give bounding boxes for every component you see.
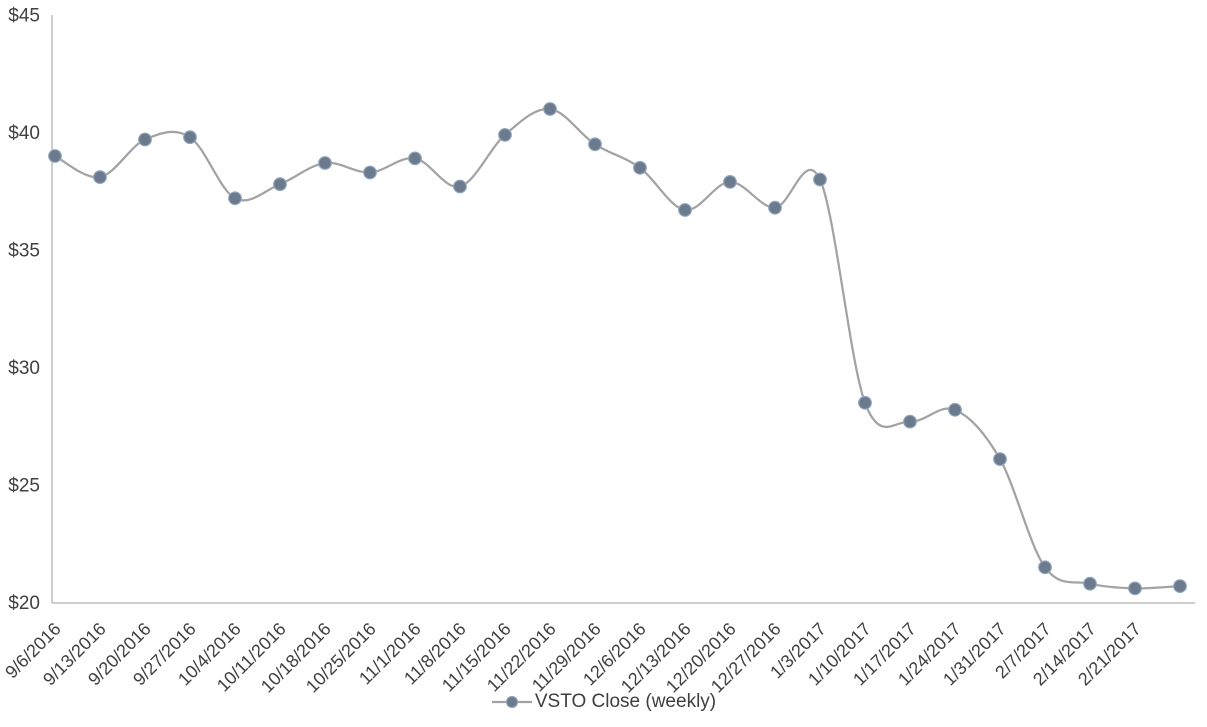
data-point-marker <box>723 174 737 189</box>
legend-line-marker-icon <box>491 695 532 709</box>
data-point-marker <box>318 156 332 170</box>
data-point-marker <box>363 165 377 180</box>
y-axis-tick-label: $35 <box>8 241 40 262</box>
data-point-marker <box>1173 579 1187 593</box>
series-line <box>53 107 1182 590</box>
data-point-marker <box>813 172 827 187</box>
data-point-marker <box>993 452 1007 467</box>
data-point-marker <box>273 177 287 192</box>
data-point-marker <box>1083 576 1097 591</box>
data-point-marker <box>678 203 692 217</box>
data-point-marker <box>768 200 782 215</box>
data-point-marker <box>498 127 512 142</box>
data-point-marker <box>183 130 197 145</box>
data-point-marker <box>1038 560 1052 575</box>
y-axis-tick-label: $40 <box>8 123 40 144</box>
y-axis-tick-label: $25 <box>8 476 40 497</box>
data-point-marker <box>48 149 62 163</box>
data-point-marker <box>858 395 872 410</box>
data-point-marker <box>228 191 242 206</box>
y-axis-tick-label: $45 <box>8 6 40 27</box>
data-point-marker <box>408 151 422 166</box>
y-axis-tick-label: $20 <box>8 593 40 614</box>
y-axis-tick-label: $30 <box>8 358 40 379</box>
data-point-marker <box>543 102 557 116</box>
data-point-marker <box>588 137 602 152</box>
data-point-marker <box>1128 581 1142 596</box>
legend-series-label: VSTO Close (weekly) <box>534 691 717 712</box>
data-point-marker <box>453 179 467 194</box>
legend: VSTO Close (weekly) <box>0 688 1207 716</box>
data-point-marker <box>633 160 647 175</box>
data-point-marker <box>948 402 962 417</box>
data-point-marker <box>138 132 152 147</box>
data-point-marker <box>903 414 917 429</box>
data-point-marker <box>93 170 107 185</box>
